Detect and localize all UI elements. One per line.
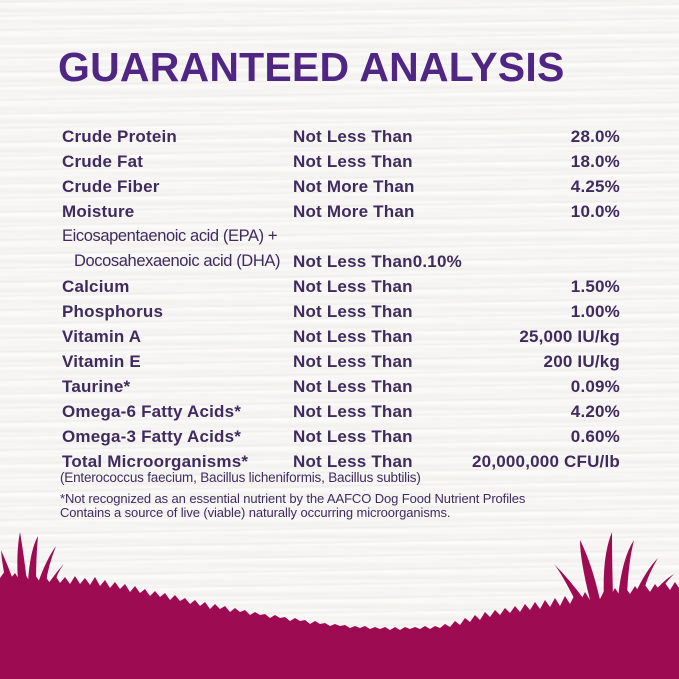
analysis-row-epa-line2: Docosahexaenoic acid (DHA) Not Less Than… [62,249,620,274]
qualifier: Not Less Than [293,352,413,371]
nutrient-value: 4.20% [570,402,620,421]
analysis-row-calcium: Calcium Not Less Than 1.50% [62,274,620,299]
qualifier: Not Less Than [293,377,413,396]
nutrient-name: Total Microorganisms* [62,452,249,471]
qualifier: Not Less Than [293,402,413,421]
analysis-row-phosphorus: Phosphorus Not Less Than 1.00% [62,299,620,324]
grass-blade [618,540,634,598]
qualifier: Not More Than [293,177,415,196]
analysis-row-moisture: Moisture Not More Than 10.0% [62,199,620,224]
grass-blade [17,532,27,582]
nutrient-name: Crude Fat [62,152,144,171]
analysis-row-vitamin-e: Vitamin E Not Less Than 200 IU/kg [62,349,620,374]
analysis-row-vitamin-a: Vitamin A Not Less Than 25,000 IU/kg [62,324,620,349]
analysis-row-taurine: Taurine* Not Less Than 0.09% [62,374,620,399]
grass-blade [580,540,600,600]
nutrient-name: Crude Protein [62,127,178,146]
grass-blade [554,564,586,602]
footnote: *Not recognized as an essential nutrient… [60,492,525,519]
analysis-row-total-microorganisms: Total Microorganisms* Not Less Than 20,0… [62,449,620,474]
qualifier: Not Less Than [293,127,413,146]
grass-silhouette [0,532,679,679]
grass-blade [1,550,14,582]
grass-blade [603,532,613,599]
nutrient-name: Omega-6 Fatty Acids* [62,402,242,421]
nutrient-name: Phosphorus [62,302,164,321]
nutrient-value: 200 IU/kg [543,352,620,371]
nutrient-value: 0.60% [570,427,620,446]
grass-blade [634,558,658,596]
nutrient-name: Taurine* [62,377,131,396]
footnote-line-2: Contains a source of live (viable) natur… [60,504,451,520]
nutrient-value: 18.0% [570,152,620,171]
analysis-row-crude-fiber: Crude Fiber Not More Than 4.25% [62,174,620,199]
analysis-row-crude-fat: Crude Fat Not Less Than 18.0% [62,149,620,174]
qualifier: Not Less Than [293,302,413,321]
analysis-table: Crude Protein Not Less Than 28.0% Crude … [62,124,620,474]
nutrient-value: 1.50% [570,277,620,296]
qualifier: Not Less Than [293,327,413,346]
nutrient-value: 0.10% [412,252,462,271]
analysis-row-omega-3: Omega-3 Fatty Acids* Not Less Than 0.60% [62,424,620,449]
nutrient-value: 20,000,000 CFU/lb [472,452,620,471]
nutrient-name: Vitamin E [62,352,141,371]
qualifier: Not Less Than [293,427,413,446]
analysis-row-crude-protein: Crude Protein Not Less Than 28.0% [62,124,620,149]
grass-blade [48,564,64,584]
qualifier: Not Less Than [293,277,413,296]
nutrient-value: 1.00% [570,302,620,321]
page-title: GUARANTEED ANALYSIS [58,44,565,90]
nutrient-name: Calcium [62,277,130,296]
nutrient-name: Docosahexaenoic acid (DHA) [74,252,281,270]
nutrient-name: Vitamin A [62,327,142,346]
qualifier: Not Less Than [293,252,413,271]
grass-blade [28,536,38,582]
nutrient-name: Crude Fiber [62,177,160,196]
microorganism-species-note: (Enterococcus faecium, Bacillus lichenif… [60,470,421,485]
nutrient-name: Moisture [62,202,135,221]
grass-ground [0,571,679,679]
nutrient-value: 0.09% [570,377,620,396]
nutrient-name: Eicosapentaenoic acid (EPA) + [62,227,278,245]
qualifier: Not More Than [293,202,415,221]
grass-blade [38,546,56,583]
nutrient-value: 28.0% [570,127,620,146]
analysis-row-omega-6: Omega-6 Fatty Acids* Not Less Than 4.20% [62,399,620,424]
analysis-row-epa-line1: Eicosapentaenoic acid (EPA) + [62,224,620,249]
nutrient-value: 10.0% [570,202,620,221]
footnote-line-1: *Not recognized as an essential nutrient… [60,491,526,506]
nutrient-name: Omega-3 Fatty Acids* [62,427,242,446]
grass-blade [652,574,674,594]
qualifier: Not Less Than [293,452,413,471]
qualifier: Not Less Than [293,152,413,171]
nutrient-value: 25,000 IU/kg [519,327,620,346]
nutrient-value: 4.25% [570,177,620,196]
